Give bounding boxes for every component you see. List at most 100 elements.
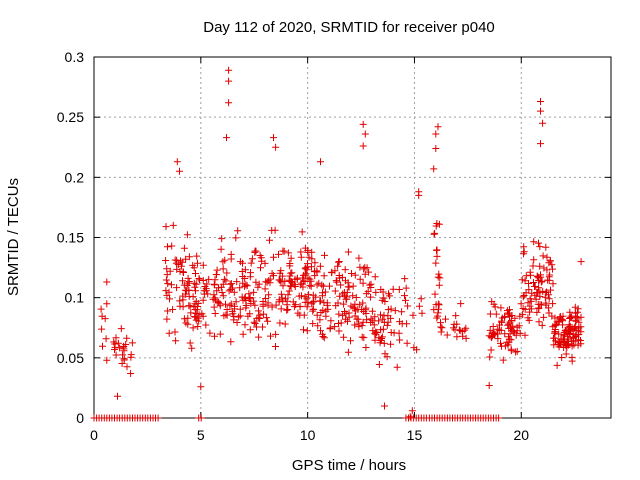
data-point — [520, 250, 527, 258]
data-point — [245, 295, 253, 303]
data-point — [381, 402, 388, 410]
data-point — [192, 310, 200, 317]
data-point — [353, 315, 361, 323]
data-point — [308, 255, 316, 263]
data-point — [197, 383, 205, 391]
data-point — [251, 301, 259, 309]
data-point — [320, 299, 328, 307]
data-point — [387, 340, 395, 348]
data-point — [532, 295, 540, 303]
data-point — [359, 142, 367, 150]
data-point — [255, 333, 263, 341]
data-point — [558, 354, 566, 361]
data-point — [227, 338, 235, 346]
data-point — [403, 339, 411, 347]
data-point — [335, 320, 342, 327]
data-point — [216, 302, 224, 310]
data-point — [296, 311, 304, 319]
y-tick-label: 0.1 — [65, 290, 85, 306]
data-point — [286, 260, 294, 267]
data-point — [172, 259, 180, 267]
data-point — [371, 313, 379, 321]
data-point — [179, 277, 186, 285]
data-point — [168, 242, 176, 250]
data-point — [577, 258, 585, 266]
data-point — [268, 303, 276, 311]
data-point — [436, 274, 444, 282]
data-point — [246, 273, 254, 281]
data-point — [318, 292, 326, 300]
data-point — [286, 282, 294, 290]
data-point — [326, 282, 333, 290]
data-point — [355, 320, 363, 328]
data-point — [194, 259, 201, 267]
data-point — [201, 283, 209, 290]
data-point — [272, 343, 279, 350]
data-point — [540, 264, 548, 272]
data-point — [183, 287, 191, 295]
data-point — [259, 323, 266, 331]
data-point — [309, 305, 317, 313]
data-point — [530, 256, 538, 264]
data-point — [431, 290, 439, 298]
data-point — [377, 311, 384, 319]
data-point — [225, 99, 233, 107]
data-point — [251, 320, 259, 327]
data-point — [321, 288, 329, 296]
data-point — [97, 305, 105, 313]
data-point — [316, 316, 324, 324]
data-point — [546, 257, 554, 265]
data-point — [191, 313, 199, 320]
data-point — [316, 297, 324, 305]
data-point — [270, 134, 277, 142]
data-point — [549, 280, 557, 288]
data-point — [364, 287, 372, 295]
data-point — [246, 326, 254, 334]
y-tick-label: 0.3 — [65, 49, 85, 65]
data-point — [531, 283, 538, 290]
data-point — [529, 262, 537, 270]
data-point — [355, 254, 363, 262]
data-point — [501, 342, 509, 350]
data-point — [573, 314, 581, 322]
data-point — [230, 288, 238, 296]
data-point — [504, 321, 512, 329]
data-point — [297, 253, 305, 261]
data-point — [236, 312, 244, 320]
data-point — [154, 414, 162, 422]
data-point — [206, 329, 214, 337]
data-point — [434, 312, 442, 320]
data-point — [300, 326, 307, 334]
data-point — [371, 273, 379, 281]
data-point — [433, 314, 441, 322]
data-point — [220, 275, 228, 283]
data-point — [250, 288, 258, 296]
data-point — [317, 158, 324, 166]
data-point — [242, 297, 250, 304]
data-point — [210, 291, 218, 299]
data-point — [442, 315, 449, 323]
data-point — [272, 330, 280, 338]
data-point — [163, 315, 171, 323]
data-point — [247, 259, 255, 267]
data-point — [233, 278, 241, 286]
data-point — [547, 286, 554, 294]
data-point — [120, 347, 128, 355]
data-point — [395, 286, 403, 293]
data-point — [253, 323, 260, 331]
data-point — [395, 329, 403, 337]
data-point — [418, 309, 426, 317]
data-point — [192, 298, 200, 306]
data-point — [521, 331, 529, 339]
data-point — [227, 255, 235, 263]
data-point — [513, 347, 521, 355]
data-point — [180, 244, 188, 252]
data-point — [551, 314, 559, 322]
data-point — [344, 248, 352, 256]
data-point — [402, 284, 410, 292]
data-point — [319, 306, 327, 314]
data-point — [164, 307, 172, 315]
data-point — [221, 256, 229, 264]
data-point — [367, 293, 375, 301]
data-point — [169, 221, 177, 229]
